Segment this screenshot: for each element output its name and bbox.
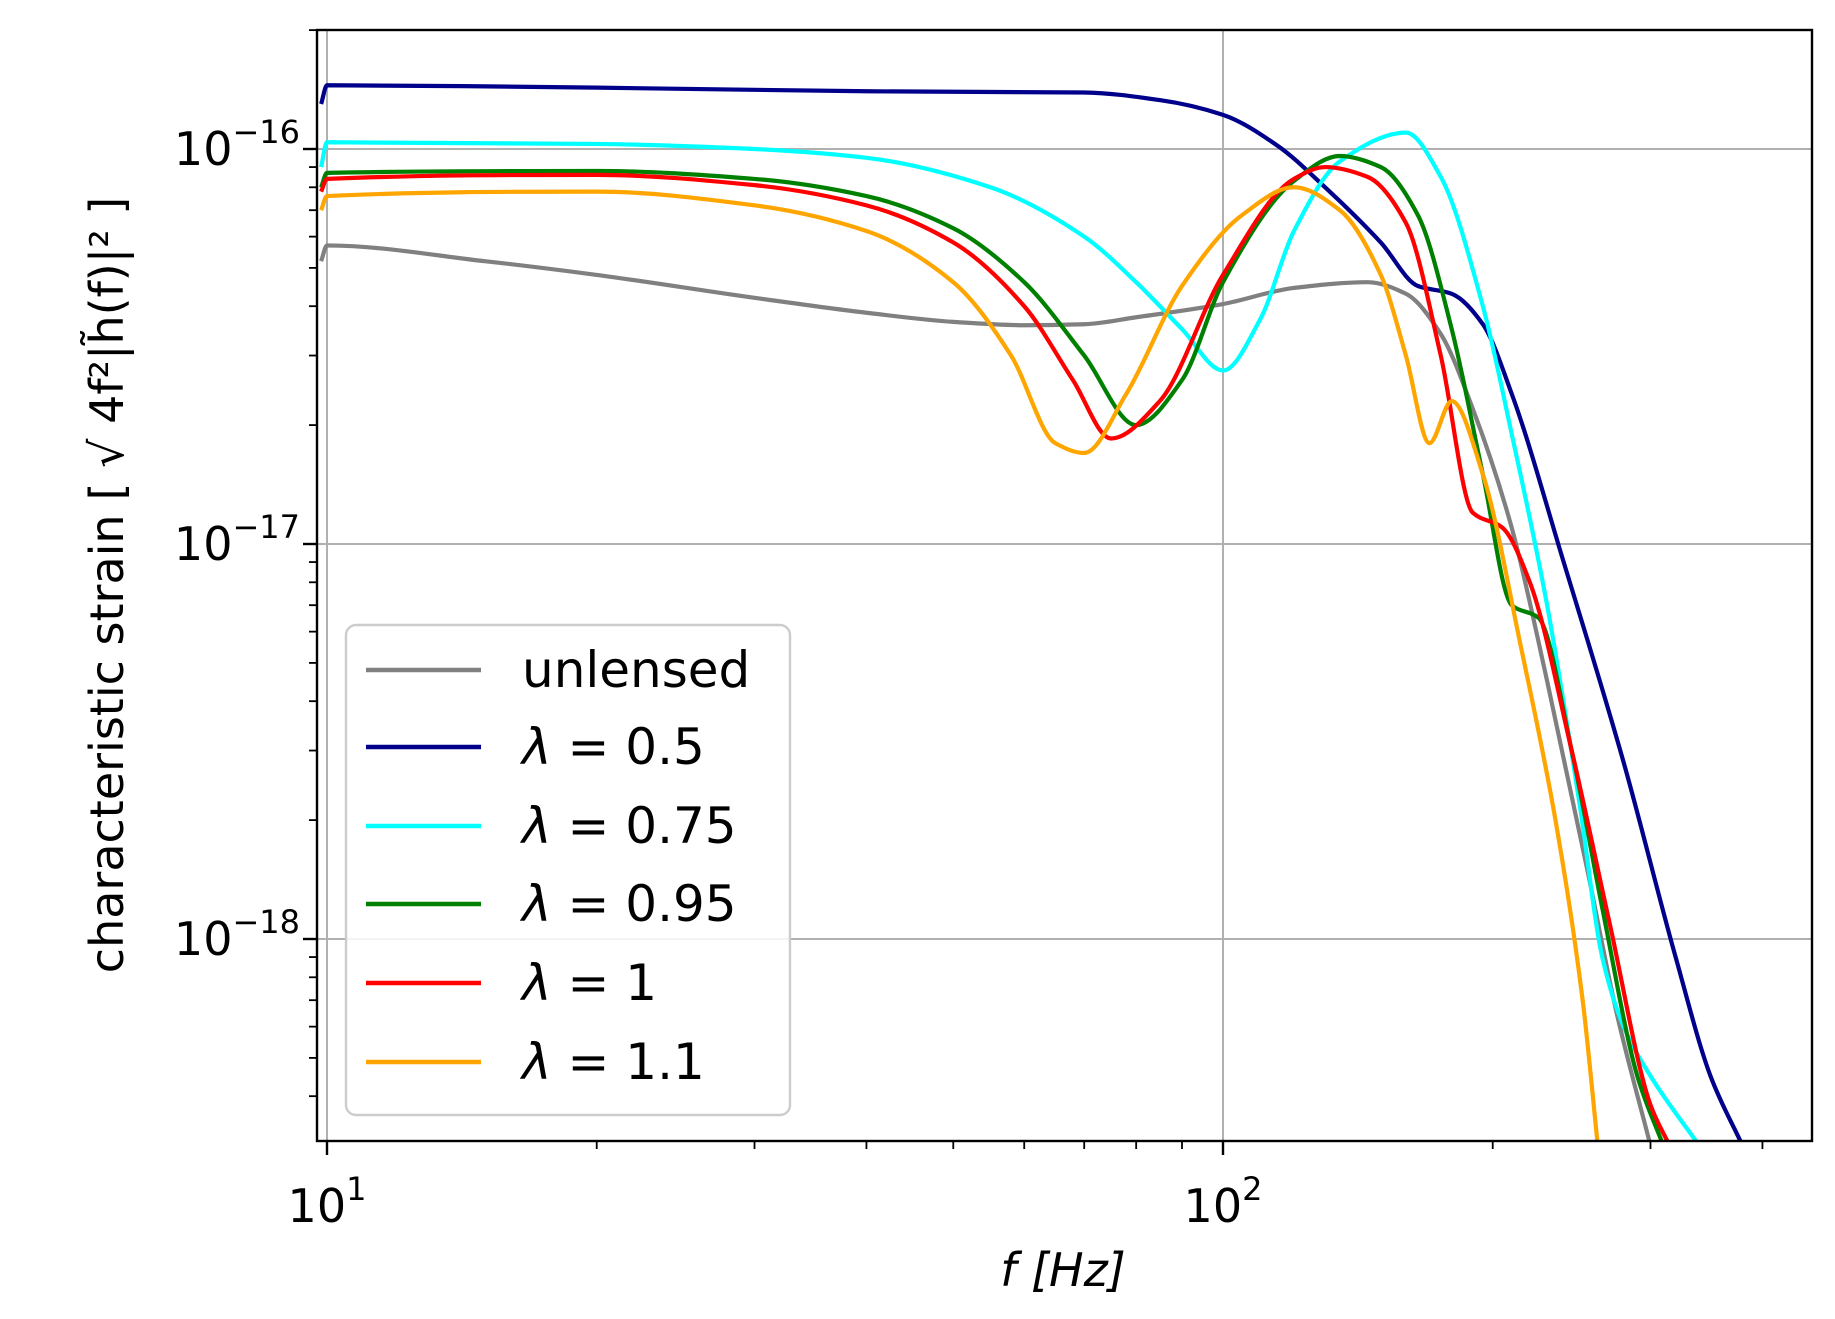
- legend-lambda: λ =: [519, 1033, 625, 1091]
- legend-lambda: λ =: [519, 875, 625, 933]
- x-tick-exp: 1: [346, 1170, 366, 1208]
- y-axis-label-text: characteristic strain: [80, 514, 134, 973]
- x-tick-base: 10: [1184, 1179, 1243, 1233]
- legend-value: 0.5: [625, 718, 705, 776]
- x-tick-base: 10: [288, 1179, 347, 1233]
- y-axis-label-unit: [ √ 4f²|h̃(f)|² ]: [80, 197, 135, 501]
- legend-lambda: λ =: [519, 718, 625, 776]
- y-tick-base: 10: [174, 912, 233, 966]
- legend-label: λ = 1: [519, 954, 657, 1012]
- y-tick-label: 10−16: [174, 113, 300, 176]
- minor-ticks: [309, 29, 1764, 1149]
- grid-lines: [317, 30, 1812, 1141]
- plot-frame: [315, 28, 1814, 1143]
- legend-label: λ = 0.75: [519, 797, 737, 855]
- legend-lambda: λ =: [519, 797, 625, 855]
- y-tick-exp: −18: [232, 903, 300, 941]
- y-tick-exp: −16: [232, 113, 300, 151]
- y-tick-label: 10−18: [174, 903, 300, 966]
- legend-value: 0.95: [625, 875, 736, 933]
- series-line-unlensed: [319, 243, 1652, 1141]
- y-tick-label: 10−17: [174, 508, 300, 571]
- legend-lambda: λ =: [519, 954, 625, 1012]
- legend-label: λ = 0.95: [519, 875, 737, 933]
- y-tick-base: 10: [174, 517, 233, 571]
- legend-value: 1: [625, 954, 657, 1012]
- y-tick-base: 10: [174, 122, 233, 176]
- y-axis-label: characteristic strain [ √ 4f²|h̃(f)|² ]: [80, 197, 135, 973]
- svg-text:characteristic strain[ √ 4f²|h: characteristic strain [ √ 4f²|h̃(f)|² ]: [80, 197, 135, 973]
- y-tick-exp: −17: [232, 508, 300, 546]
- x-axis-label: f [Hz]: [1000, 1243, 1125, 1297]
- legend-label: λ = 0.5: [519, 718, 705, 776]
- legend-label: λ = 1.1: [519, 1033, 705, 1091]
- legend: unlensed λ = 0.5 λ = 0.75 λ = 0.95 λ = 1…: [344, 623, 792, 1117]
- x-tick-labels: 101 102: [288, 1170, 1263, 1233]
- x-tick-exp: 2: [1242, 1170, 1262, 1208]
- series-group: [319, 83, 1743, 1141]
- major-ticks: [303, 147, 1225, 1155]
- series-line--0-75: [319, 130, 1699, 1141]
- legend-value: 1.1: [625, 1033, 705, 1091]
- series-line--1-1: [319, 185, 1600, 1141]
- legend-value: 0.75: [625, 797, 736, 855]
- x-tick-label: 101: [288, 1170, 367, 1233]
- legend-label: unlensed: [522, 641, 750, 699]
- y-tick-labels: 10−16 10−17 10−18: [174, 113, 300, 966]
- x-tick-label: 102: [1184, 1170, 1263, 1233]
- series-line--0-5: [319, 83, 1743, 1141]
